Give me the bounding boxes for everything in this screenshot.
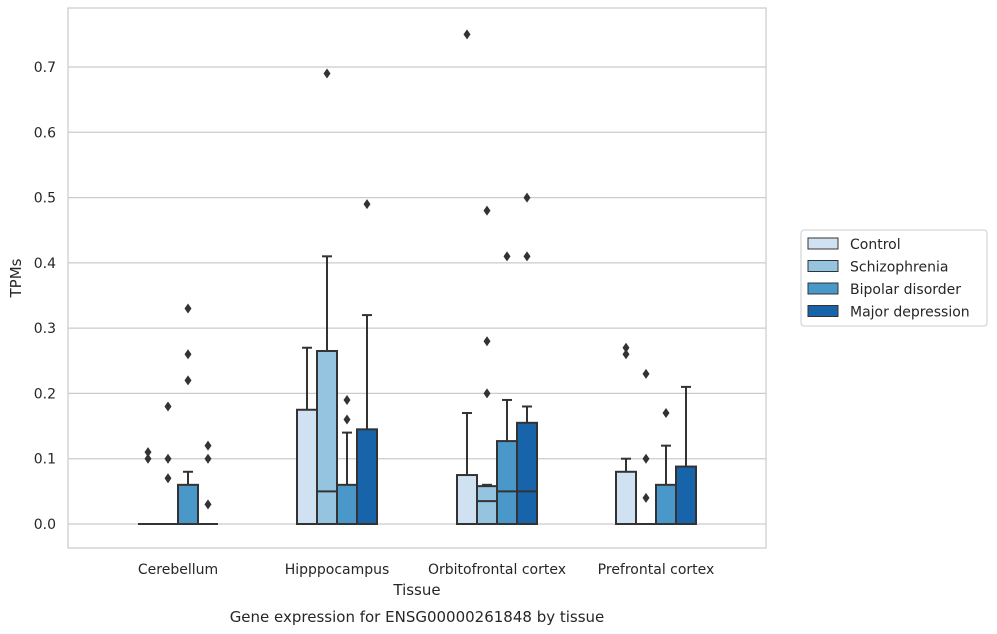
legend-label: Control <box>850 237 901 253</box>
y-tick-label: 0.3 <box>34 321 56 337</box>
outlier-point <box>204 499 212 510</box>
outlier-point <box>323 68 331 79</box>
box-plot <box>158 401 178 525</box>
box-plot <box>615 342 637 525</box>
outlier-point <box>164 473 172 484</box>
box-plot <box>675 385 697 526</box>
box-plots <box>138 29 697 526</box>
box-body <box>336 483 358 526</box>
outlier-point <box>483 205 491 216</box>
legend-frame <box>800 229 988 327</box>
box-plot <box>198 440 218 525</box>
x-tick-labels: Cerebellum Hipppocampus Orbitofrontal cort… <box>138 562 714 578</box>
y-axis-label: TPMs <box>7 258 25 298</box>
box-plot <box>476 205 498 525</box>
box-body <box>615 470 637 525</box>
box-plot <box>356 199 378 526</box>
outlier-point <box>503 251 511 262</box>
outlier-point <box>184 303 192 314</box>
y-tick-label: 0.2 <box>34 386 56 402</box>
grid-lines <box>68 66 766 525</box>
legend-swatch <box>807 260 839 272</box>
box-body <box>296 408 318 525</box>
box-plot <box>456 29 478 525</box>
outlier-point <box>622 349 630 360</box>
box-body <box>356 428 378 526</box>
outlier-point <box>204 440 212 451</box>
legend-item: Bipolar disorder <box>807 282 961 298</box>
box-body <box>655 483 677 526</box>
box-body <box>675 465 697 526</box>
outlier-point <box>523 192 531 203</box>
outlier-point <box>483 336 491 347</box>
legend-label: Bipolar disorder <box>850 282 961 298</box>
legend-item: Major depression <box>807 305 970 321</box>
box-body <box>476 485 498 525</box>
box-body <box>516 421 538 525</box>
box-plot <box>336 394 358 526</box>
x-tick-label: Cerebellum <box>138 562 218 578</box>
box-plot <box>316 68 338 525</box>
outlier-point <box>184 375 192 386</box>
x-tick-label: Hipppocampus <box>285 562 390 578</box>
legend-label: Major depression <box>850 305 970 321</box>
outlier-point <box>363 199 371 210</box>
box-plot <box>655 408 677 526</box>
box-plot <box>496 251 518 525</box>
box-plot <box>296 346 318 525</box>
outlier-point <box>662 408 670 419</box>
outlier-point <box>483 388 491 399</box>
outlier-point <box>343 394 351 405</box>
outlier-point <box>144 453 152 464</box>
legend: Control Schizophrenia Bipolar disorder Majo… <box>800 229 988 327</box>
y-tick-label: 0.1 <box>34 452 56 468</box>
outlier-point <box>642 368 650 379</box>
box-body <box>316 349 338 525</box>
legend-swatch <box>807 282 839 295</box>
legend-item: Control <box>807 237 901 253</box>
y-tick-labels: 0.0 0.1 0.2 0.3 0.4 0.5 0.6 0.7 <box>34 60 56 533</box>
box-body <box>177 483 199 526</box>
outlier-point <box>204 453 212 464</box>
legend-label: Schizophrenia <box>850 260 948 276</box>
legend-swatch <box>807 237 839 250</box>
y-tick-label: 0.6 <box>34 125 56 141</box>
outlier-point <box>642 453 650 464</box>
y-tick-label: 0.0 <box>34 517 56 533</box>
outlier-point <box>622 342 630 353</box>
x-axis-label: Tissue <box>392 581 440 599</box>
legend-item: Schizophrenia <box>807 260 948 276</box>
box-plot <box>636 368 656 525</box>
x-tick-label: Orbitofrontal cortex <box>428 562 566 578</box>
outlier-point <box>184 349 192 360</box>
y-tick-label: 0.4 <box>34 256 56 272</box>
box-plot <box>138 447 158 525</box>
legend-swatch <box>807 305 839 317</box>
outlier-point <box>164 401 172 412</box>
figure-caption: Gene expression for ENSG00000261848 by t… <box>230 608 605 626</box>
outlier-point <box>642 492 650 503</box>
y-tick-label: 0.7 <box>34 60 56 76</box>
x-tick-label: Prefrontal cortex <box>598 562 715 578</box>
outlier-point <box>343 414 351 425</box>
plot-area-frame <box>67 7 767 549</box>
box-plot <box>177 303 199 526</box>
box-body <box>456 474 478 525</box>
outlier-point <box>523 251 531 262</box>
outlier-point <box>463 29 471 40</box>
box-body <box>496 440 518 525</box>
box-plot <box>516 192 538 525</box>
outlier-point <box>144 447 152 458</box>
outlier-point <box>164 453 172 464</box>
y-tick-label: 0.5 <box>34 191 56 207</box>
